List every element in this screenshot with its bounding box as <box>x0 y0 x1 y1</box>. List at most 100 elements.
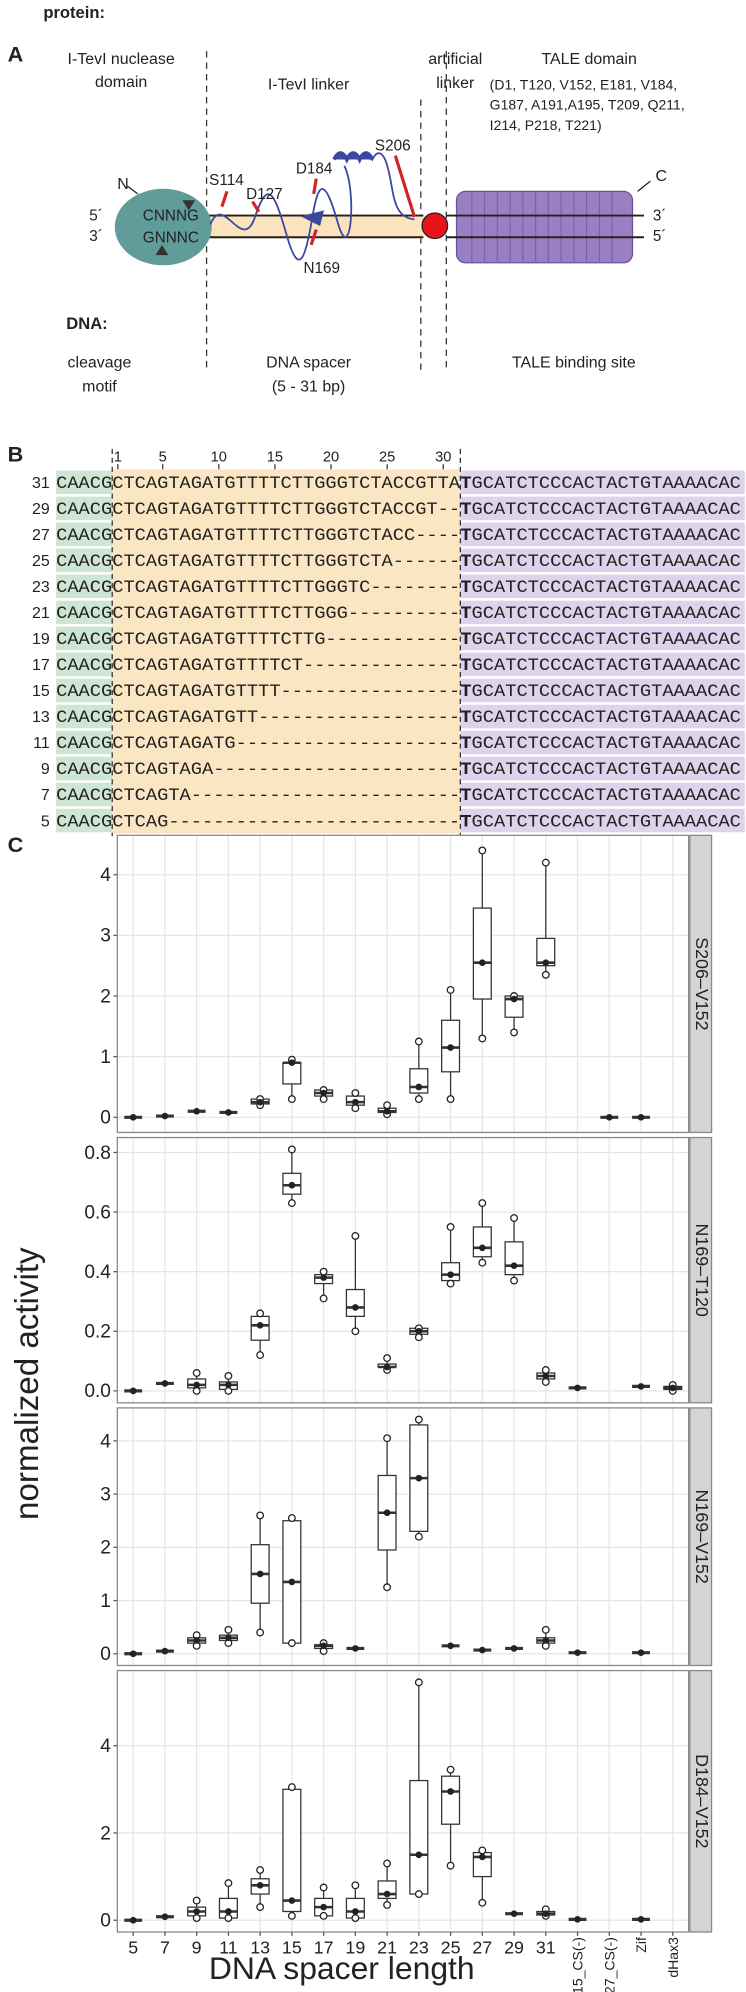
data-point <box>161 1380 169 1387</box>
x-tick-label: 19 <box>345 1938 365 1958</box>
sequence: CTCAGTAGATGTTTT---------------- <box>112 683 460 702</box>
data-point <box>129 1916 137 1924</box>
spacer-box <box>112 469 461 496</box>
data-point <box>225 1634 232 1642</box>
panel-label: C <box>8 832 24 857</box>
sequence: T <box>460 683 471 702</box>
data-point <box>510 1645 518 1652</box>
y-tick-label: 2 <box>100 1823 111 1844</box>
data-point <box>447 1788 454 1795</box>
data-point <box>478 1898 487 1907</box>
data-point <box>193 1637 200 1644</box>
data-point <box>415 1327 423 1335</box>
data-point <box>574 1649 581 1657</box>
ruler-label: 30 <box>435 450 451 466</box>
ruler-label: 25 <box>379 450 395 466</box>
sequence: CTCAGTAGATGTTTTCTTGGGTC-------- <box>112 579 460 598</box>
sequence: T <box>460 527 471 546</box>
data-point <box>287 1911 296 1920</box>
domain-label: domain <box>95 74 147 91</box>
sequence: GCATCTCCCACTACTGTAAAACAC <box>472 657 741 676</box>
sequence: CAACG <box>56 605 112 624</box>
data-point <box>447 1642 454 1650</box>
motif-box <box>56 756 113 781</box>
sequence: T <box>460 787 471 806</box>
y-tick-label: 3 <box>100 1484 111 1505</box>
y-tick-label: 1 <box>100 1591 111 1612</box>
y-tick-label: 0 <box>100 1108 111 1129</box>
x-axis-title: DNA spacer length <box>209 1950 475 1986</box>
strip <box>689 834 713 1134</box>
strand-end: 5´ <box>653 228 667 245</box>
data-point <box>541 858 550 867</box>
panel-label: A <box>8 41 24 66</box>
data-point <box>478 1846 487 1855</box>
x-tick-label: 21 <box>377 1938 397 1958</box>
data-point <box>192 1896 201 1905</box>
sequence: CAACG <box>56 475 112 494</box>
spacer-box <box>112 677 461 704</box>
data-point <box>287 1095 296 1104</box>
strip-label: S206–V152 <box>692 937 712 1030</box>
box <box>409 1779 429 1895</box>
data-point <box>287 1783 296 1792</box>
data-point <box>352 1098 359 1106</box>
y-tick-label: 0.0 <box>84 1381 111 1402</box>
sequence: T <box>460 501 471 520</box>
data-point <box>256 1628 265 1637</box>
data-point <box>605 1113 613 1121</box>
data-point <box>256 1903 265 1912</box>
data-point <box>288 1578 296 1586</box>
data-point <box>669 1384 677 1392</box>
data-point <box>319 1883 328 1892</box>
data-point <box>287 1639 296 1648</box>
data-point <box>319 1095 328 1104</box>
site-box <box>460 626 745 651</box>
sequence: T <box>460 709 471 728</box>
data-point <box>478 1034 487 1043</box>
sequence: GCATCTCCCACTACTGTAAAACAC <box>472 579 741 598</box>
protein-label: protein: <box>43 3 105 22</box>
sequence: GCATCTCCCACTACTGTAAAACAC <box>472 787 741 806</box>
row-label: 29 <box>32 501 50 518</box>
data-point <box>510 995 518 1003</box>
data-point <box>447 1271 454 1278</box>
y-tick-label: 0 <box>100 1644 111 1665</box>
box <box>472 907 492 1000</box>
data-point <box>542 1910 550 1917</box>
data-point <box>161 1913 169 1921</box>
sequence: T <box>460 579 471 598</box>
motif-box <box>56 678 113 703</box>
data-point <box>352 1645 359 1652</box>
data-point <box>256 1866 265 1874</box>
data-point <box>319 1294 328 1303</box>
motif-box <box>56 652 113 677</box>
panel-border <box>116 834 690 1134</box>
x-tick-label: 27_CS(-) <box>601 1937 617 1992</box>
data-point <box>542 1637 550 1644</box>
sequence: CAACG <box>56 631 112 650</box>
site-mark <box>220 155 416 246</box>
data-point <box>351 1327 360 1336</box>
data-point <box>351 1104 360 1113</box>
motif-box <box>56 782 113 807</box>
ruler-label: 1 <box>114 450 122 466</box>
motif-box <box>56 626 113 651</box>
sequence: T <box>460 605 471 624</box>
spacer-box <box>112 755 461 782</box>
data-point <box>478 1853 486 1861</box>
tale-repeat <box>471 191 613 263</box>
domain-label: artificial <box>428 51 482 68</box>
site-box <box>460 522 745 547</box>
residue-list: G187, A191,A195, T209, Q211, <box>490 97 685 113</box>
y-tick-label: 0.2 <box>84 1322 111 1343</box>
data-point <box>129 1113 137 1121</box>
spacer-box <box>112 703 461 730</box>
sequence: T <box>460 761 471 780</box>
row-label: 17 <box>32 657 50 674</box>
motif-box <box>56 704 113 729</box>
data-point <box>319 1267 328 1276</box>
sequence: GCATCTCCCACTACTGTAAAACAC <box>472 683 741 702</box>
data-point <box>351 1881 360 1890</box>
